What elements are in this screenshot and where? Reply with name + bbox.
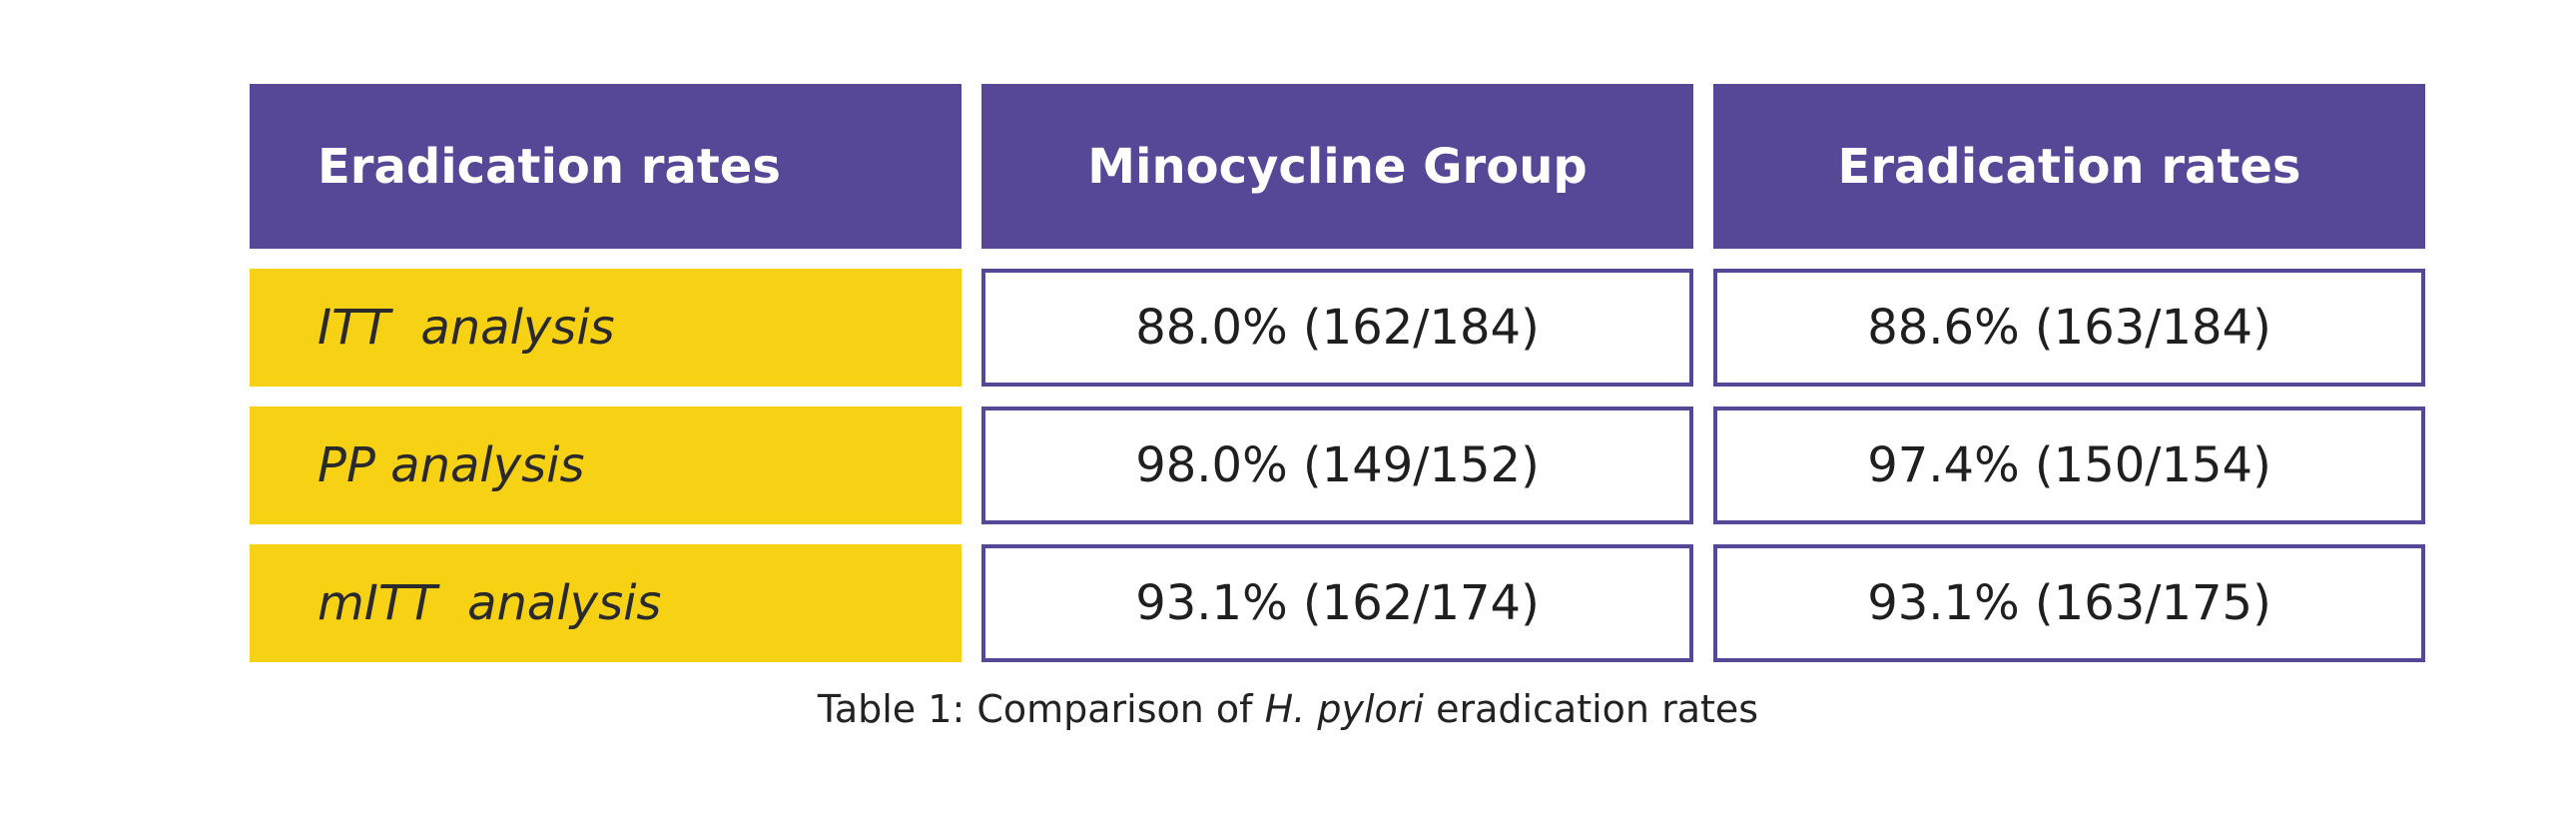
- table-cell: 98.0% (149/152): [981, 407, 1693, 524]
- eradication-rates-table: Eradication rates Minocycline Group Erad…: [250, 84, 2426, 682]
- table-cell: 93.1% (163/175): [1713, 544, 2425, 662]
- row-label-pp: PP analysis: [250, 407, 962, 524]
- caption-italic: H. pylori: [1264, 687, 1424, 731]
- caption-prefix: Table 1: Comparison of: [817, 687, 1265, 731]
- header-cell-eradication-rates: Eradication rates: [250, 84, 962, 249]
- header-cell-eradication-rates-2: Eradication rates: [1713, 84, 2425, 249]
- header-cell-minocycline-group: Minocycline Group: [981, 84, 1693, 249]
- row-label-mitt: mITT analysis: [250, 544, 962, 662]
- table-cell: 93.1% (162/174): [981, 544, 1693, 662]
- table-row: PP analysis 98.0% (149/152) 97.4% (150/1…: [250, 407, 2426, 524]
- table-row: mITT analysis 93.1% (162/174) 93.1% (163…: [250, 544, 2426, 662]
- table-header-row: Eradication rates Minocycline Group Erad…: [250, 84, 2426, 249]
- table-caption: Table 1: Comparison of H. pylori eradica…: [0, 687, 2576, 731]
- table-row: ITT analysis 88.0% (162/184) 88.6% (163/…: [250, 269, 2426, 387]
- table-cell: 88.0% (162/184): [981, 269, 1693, 387]
- table-cell: 97.4% (150/154): [1713, 407, 2425, 524]
- caption-suffix: eradication rates: [1423, 687, 1759, 731]
- table-cell: 88.6% (163/184): [1713, 269, 2425, 387]
- row-label-itt: ITT analysis: [250, 269, 962, 387]
